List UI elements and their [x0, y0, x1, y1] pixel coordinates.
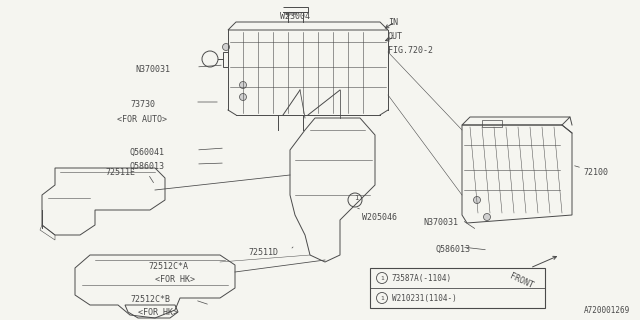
Text: W210231(1104-): W210231(1104-): [392, 294, 457, 303]
Text: Q586013: Q586013: [130, 162, 165, 171]
Text: 72511D: 72511D: [248, 248, 278, 257]
Text: 1: 1: [380, 297, 384, 301]
Circle shape: [223, 44, 230, 51]
Text: N370031: N370031: [423, 218, 458, 227]
Text: <FOR AUTO>: <FOR AUTO>: [117, 115, 167, 124]
Text: 72512C*B: 72512C*B: [130, 295, 170, 304]
Circle shape: [239, 93, 246, 100]
Circle shape: [239, 82, 246, 89]
Text: <FOR HK>: <FOR HK>: [138, 308, 178, 317]
Text: 1: 1: [354, 195, 358, 201]
Text: A720001269: A720001269: [584, 306, 630, 315]
Text: 73587A(-1104): 73587A(-1104): [392, 275, 452, 284]
Text: N370031: N370031: [135, 65, 170, 74]
Text: W205046: W205046: [362, 213, 397, 222]
Text: 73730: 73730: [130, 100, 155, 109]
Text: W23004: W23004: [280, 12, 310, 21]
Text: FRONT: FRONT: [508, 272, 534, 291]
Text: 1: 1: [380, 276, 384, 282]
Text: 72511E: 72511E: [105, 168, 135, 177]
Text: <FOR HK>: <FOR HK>: [155, 275, 195, 284]
Text: 72512C*A: 72512C*A: [148, 262, 188, 271]
Text: FIG.720-2: FIG.720-2: [388, 46, 433, 55]
Bar: [370, 268, 545, 308]
Text: IN: IN: [388, 18, 398, 27]
Text: OUT: OUT: [388, 32, 403, 41]
Circle shape: [483, 213, 490, 220]
Circle shape: [474, 196, 481, 204]
Text: Q586013: Q586013: [435, 245, 470, 254]
Text: 72100: 72100: [583, 168, 608, 177]
Text: Q560041: Q560041: [130, 148, 165, 157]
